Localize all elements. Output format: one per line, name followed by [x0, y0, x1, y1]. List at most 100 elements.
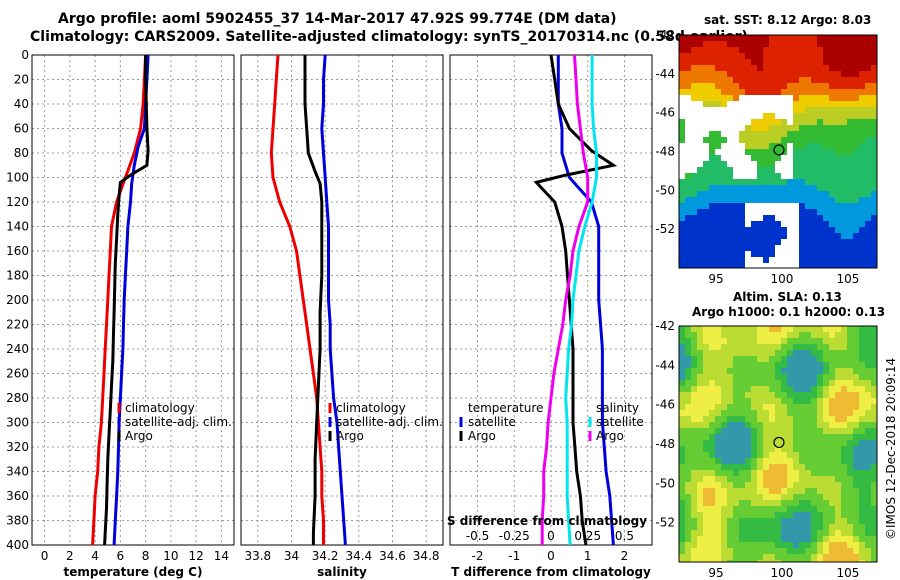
map-cell — [769, 137, 775, 143]
map-cell — [685, 332, 691, 338]
map-cell — [745, 362, 751, 368]
series-line-climatology — [91, 54, 148, 546]
y-tick-label: 400 — [6, 538, 29, 552]
map-cell — [805, 386, 811, 392]
map-cell — [841, 59, 847, 65]
map-cell — [817, 554, 823, 560]
map-cell — [763, 251, 769, 257]
map-cell — [841, 83, 847, 89]
legend-label-climatology: climatology — [336, 401, 406, 415]
map-cell — [829, 350, 835, 356]
map-cell — [763, 131, 769, 137]
map-cell — [871, 101, 877, 107]
map-cell — [691, 83, 697, 89]
map-cell — [787, 65, 793, 71]
map-cell — [841, 350, 847, 356]
map-cell — [769, 398, 775, 404]
legend-label-climatology: climatology — [125, 401, 195, 415]
map-cell — [697, 536, 703, 542]
map-cell — [853, 524, 859, 530]
map-cell — [811, 500, 817, 506]
map-cell — [685, 386, 691, 392]
map-cell — [727, 326, 733, 332]
map-cell — [769, 131, 775, 137]
map-cell — [703, 257, 709, 263]
map-cell — [799, 131, 805, 137]
map-cell — [817, 149, 823, 155]
map-cell — [721, 215, 727, 221]
map-cell — [793, 542, 799, 548]
map-cell — [769, 143, 775, 149]
s-tick-label: 0 — [547, 529, 555, 543]
map-cell — [715, 380, 721, 386]
map-cell — [841, 65, 847, 71]
map-cell — [775, 143, 781, 149]
map-cell — [745, 185, 751, 191]
map-cell — [835, 530, 841, 536]
map-cell — [685, 338, 691, 344]
map-cell — [757, 239, 763, 245]
map-cell — [829, 263, 835, 268]
map-cell — [799, 416, 805, 422]
map-frame — [678, 325, 878, 563]
map-cell — [817, 434, 823, 440]
map-cell — [835, 251, 841, 257]
map-cell — [703, 71, 709, 77]
map-cell — [721, 428, 727, 434]
map-cell — [691, 410, 697, 416]
map-cell — [865, 119, 871, 125]
map-cell — [757, 422, 763, 428]
map-cell — [811, 356, 817, 362]
map-cell — [859, 35, 865, 41]
map-cell — [721, 257, 727, 263]
map-cell — [865, 107, 871, 113]
map-cell — [859, 344, 865, 350]
map-cell — [865, 422, 871, 428]
map-cell — [697, 257, 703, 263]
map-cell — [715, 95, 721, 101]
map-cell — [835, 59, 841, 65]
map-cell — [739, 77, 745, 83]
map-cell — [853, 47, 859, 53]
map-cell — [679, 350, 685, 356]
map-cell — [685, 374, 691, 380]
map-cell — [781, 434, 787, 440]
map-cell — [835, 215, 841, 221]
map-cell — [847, 554, 853, 560]
map-cell — [799, 89, 805, 95]
map-cell — [829, 512, 835, 518]
map-cell — [835, 440, 841, 446]
map-cell — [835, 113, 841, 119]
map-cell — [781, 338, 787, 344]
map-cell — [775, 332, 781, 338]
map-cell — [691, 416, 697, 422]
map-cell — [703, 422, 709, 428]
s-tick-label: -0.25 — [499, 529, 530, 543]
map-cell — [793, 422, 799, 428]
map-cell — [775, 179, 781, 185]
map-cell — [763, 197, 769, 203]
map-cell — [781, 374, 787, 380]
map-cell — [745, 410, 751, 416]
map-cell — [847, 404, 853, 410]
map-cell — [823, 326, 829, 332]
map-cell — [871, 368, 877, 374]
map-cell — [793, 113, 799, 119]
map-cell — [859, 59, 865, 65]
map-cell — [739, 53, 745, 59]
map-cell — [847, 173, 853, 179]
map-cell — [697, 482, 703, 488]
map-cell — [745, 404, 751, 410]
y-tick-label: 20 — [14, 73, 29, 87]
map-cell — [703, 245, 709, 251]
map-cell — [763, 119, 769, 125]
map-cell — [727, 71, 733, 77]
map-cell — [853, 155, 859, 161]
map-cell — [841, 368, 847, 374]
map-cell — [829, 161, 835, 167]
map-cell — [769, 344, 775, 350]
map-cell — [751, 398, 757, 404]
map-cell — [853, 464, 859, 470]
map-cell — [679, 197, 685, 203]
map-cell — [805, 155, 811, 161]
